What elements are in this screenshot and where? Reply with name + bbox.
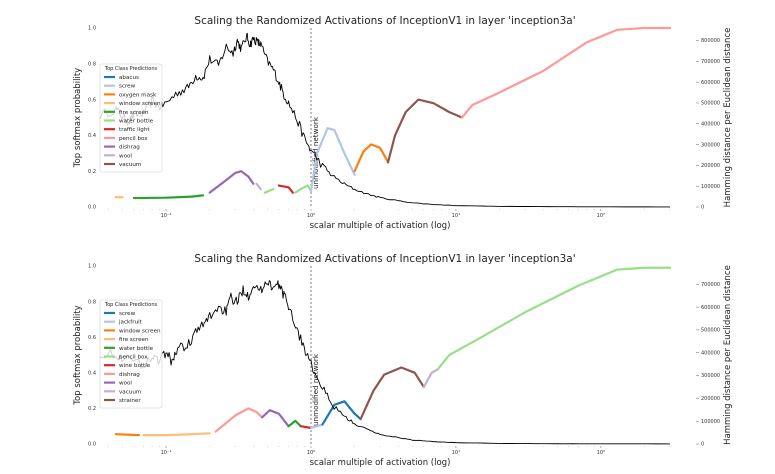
legend-entry: fire screen: [119, 337, 149, 343]
chart-bottom: Scaling the Randomized Activations of In…: [73, 253, 733, 468]
legend-entry: wool: [119, 153, 132, 159]
softmax-segment-wool: [256, 184, 260, 189]
softmax-segment-window-screen: [116, 434, 139, 435]
y-tick-label: 0.6: [88, 335, 96, 341]
y-tick-label: 0.4: [88, 371, 96, 377]
legend-title: Top Class Predictions: [104, 302, 158, 308]
y2-tick-label: 400000: [701, 350, 720, 356]
legend-entry: window screen: [119, 101, 161, 107]
y2-tick-label: 400000: [701, 121, 720, 127]
x-axis-label: scalar multiple of activation (log): [310, 221, 451, 231]
y2-tick-label: 200000: [701, 163, 720, 169]
y2-tick-label: 700000: [701, 59, 720, 65]
legend-entry: dishrag: [119, 372, 140, 378]
legend: Top Class Predictions screw jackfruit windo…: [100, 300, 162, 408]
legend-entry: vacuum: [119, 389, 141, 395]
y-tick-label: 1.0: [88, 26, 96, 32]
chart-title: Scaling the Randomized Activations of In…: [194, 15, 575, 27]
x-axis-label: scalar multiple of activation (log): [310, 458, 451, 468]
softmax-segment-pencil-box: [462, 28, 670, 118]
x-tick-label: 10⁰: [307, 213, 315, 219]
legend-entry: pencil box: [119, 136, 148, 142]
softmax-segment-fire-screen: [144, 433, 210, 435]
y2-tick-label: 600000: [701, 80, 720, 86]
legend-entry: screw: [119, 311, 136, 317]
legend-entry: fire screen: [119, 110, 149, 116]
softmax-segment-vacuum: [424, 369, 438, 387]
softmax-segment-wine-bottle: [301, 426, 311, 428]
softmax-segment-oxygen-mask: [355, 144, 388, 171]
hamming-distance-line: [100, 281, 670, 444]
softmax-segment-traffic-light: [279, 186, 293, 193]
legend-entry: water bottle: [119, 119, 154, 125]
softmax-segment-dishrag: [210, 171, 254, 192]
legend: Top Class Predictions abacus screw oxygen m…: [100, 64, 162, 172]
y-axis-label: Top softmax probability: [73, 68, 83, 168]
y2-tick-label: 100000: [701, 184, 720, 190]
chart-top: Scaling the Randomized Activations of In…: [73, 15, 733, 231]
softmax-segment-water-bottle: [289, 421, 301, 426]
legend-title: Top Class Predictions: [104, 66, 158, 72]
x-tick-label: 10⁻¹: [161, 450, 172, 456]
legend-entry: pencil box: [119, 355, 148, 361]
x-tick-label: 10²: [597, 213, 605, 219]
y2-tick-label: 600000: [701, 305, 720, 311]
y2-tick-label: 300000: [701, 373, 720, 379]
softmax-segment-wool: [262, 410, 288, 426]
y-tick-label: 0.4: [88, 133, 96, 139]
legend-entry: wine bottle: [119, 363, 151, 369]
y-tick-label: 0.0: [88, 205, 96, 211]
legend-entry: screw: [119, 84, 136, 90]
chart-title: Scaling the Randomized Activations of In…: [194, 253, 575, 265]
softmax-segment-dishrag: [216, 408, 262, 431]
vline-label: unmodified network: [311, 353, 320, 426]
y2-tick-label: 300000: [701, 142, 720, 148]
y-axis-label: Top softmax probability: [73, 305, 83, 405]
y2-tick-label: 500000: [701, 328, 720, 334]
legend-entry: traffic light: [119, 127, 150, 133]
y2-tick-label: 800000: [701, 38, 720, 44]
hamming-distance-line: [100, 33, 670, 207]
softmax-segment-vacuum: [388, 100, 462, 163]
y-tick-label: 0.2: [88, 169, 96, 175]
softmax-segment-pencil-box: [438, 268, 670, 369]
y2-axis-label: Hamming distance per Euclidean distance: [723, 28, 733, 208]
legend-entry: wool: [119, 381, 132, 387]
legend-entry: jackfruit: [118, 320, 143, 326]
y2-tick-label: 0: [701, 205, 704, 211]
y2-tick-label: 500000: [701, 101, 720, 107]
x-tick-label: 10¹: [452, 450, 460, 456]
y-tick-label: 1.0: [88, 264, 96, 270]
y-tick-label: 0.0: [88, 442, 96, 448]
y2-axis-label: Hamming distance per Euclidean distance: [723, 265, 733, 445]
y2-tick-label: 200000: [701, 396, 720, 402]
legend-entry: dishrag: [119, 145, 140, 151]
legend-entry: window screen: [119, 328, 161, 334]
y-tick-label: 0.6: [88, 97, 96, 103]
legend-entry: strainer: [119, 398, 141, 404]
softmax-segment-strainer: [361, 367, 424, 419]
softmax-segment-water-bottle: [265, 189, 274, 193]
x-tick-label: 10¹: [452, 213, 460, 219]
x-tick-label: 10²: [597, 450, 605, 456]
x-tick-label: 10⁰: [307, 450, 315, 456]
softmax-segment-water-bottle: [295, 186, 311, 193]
softmax-segment-fire-screen: [134, 195, 203, 198]
legend-entry: oxygen mask: [119, 92, 157, 98]
legend-entry: water bottle: [119, 346, 154, 352]
x-tick-label: 10⁻¹: [161, 213, 172, 219]
legend-entry: abacus: [119, 75, 139, 81]
y2-tick-label: 0: [701, 442, 704, 448]
y-tick-label: 0.2: [88, 406, 96, 412]
legend-entry: vacuum: [119, 162, 141, 168]
y-tick-label: 0.8: [88, 299, 96, 305]
y2-tick-label: 700000: [701, 282, 720, 288]
y2-tick-label: 100000: [701, 419, 720, 425]
y-tick-label: 0.8: [88, 62, 96, 68]
